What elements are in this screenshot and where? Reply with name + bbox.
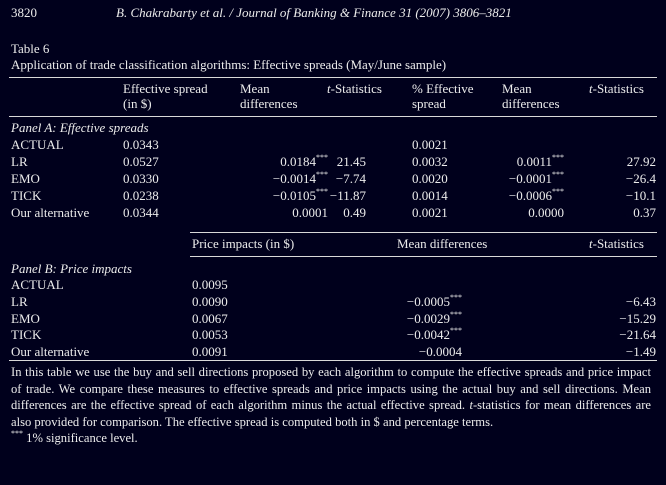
cell-pct-t-statistic: 27.92 <box>626 154 656 169</box>
cell-pct-effective-spread: 0.0032 <box>412 154 448 169</box>
row-label: ACTUAL <box>11 137 64 152</box>
cell-price-impact: 0.0091 <box>192 344 228 359</box>
cell-price-impact: 0.0095 <box>192 277 228 292</box>
table-label: Table 6 <box>11 41 50 56</box>
page-number: 3820 <box>11 5 37 20</box>
cell-mean-difference: −0.0014*** <box>272 169 328 186</box>
cell-mean-difference-value: 0.0001 <box>292 205 328 220</box>
cell-mean-difference: −0.0105*** <box>272 186 328 203</box>
row-label: Our alternative <box>11 205 90 220</box>
cell-mean-difference: 0.0184*** <box>280 152 328 169</box>
hdr-t-statistics-b: t-Statistics <box>589 236 644 251</box>
row-label: LR <box>11 154 28 169</box>
cell-pct-effective-spread: 0.0014 <box>412 188 448 203</box>
cell-pct-effective-spread: 0.0021 <box>412 205 448 220</box>
hdr-price-impacts: Price impacts (in $) <box>192 236 295 251</box>
cell-effective-spread: 0.0330 <box>123 171 159 186</box>
cell-pct-mean-difference-significance: *** <box>552 186 564 196</box>
panel-a-title: Panel A: Effective spreads <box>11 120 149 135</box>
cell-t-statistic: −7.74 <box>335 171 366 186</box>
cell-price-impact: 0.0067 <box>192 311 228 326</box>
cell-pct-mean-difference-significance: *** <box>552 169 564 179</box>
hdr-effective-spread: Effective spread <box>123 81 208 96</box>
cell-price-mean-difference: −0.0005*** <box>406 292 462 309</box>
hdr-spread: spread <box>412 96 446 111</box>
cell-mean-difference-significance: *** <box>316 186 328 196</box>
row-label: Our alternative <box>11 344 90 359</box>
cell-effective-spread: 0.0344 <box>123 205 159 220</box>
cell-t-statistic: 21.45 <box>336 154 366 169</box>
cell-pct-mean-difference-value: −0.0001 <box>508 171 552 186</box>
row-label: ACTUAL <box>11 277 64 292</box>
cell-price-mean-difference-value: −0.0005 <box>406 294 450 309</box>
cell-pct-mean-difference: −0.0006*** <box>508 186 564 203</box>
table-caption: Application of trade classification algo… <box>11 57 447 72</box>
cell-pct-mean-difference-value: 0.0011 <box>516 154 552 169</box>
hdr-differences: differences <box>240 96 298 111</box>
cell-pct-mean-difference: 0.0011*** <box>516 152 564 169</box>
hdr-differences-2: differences <box>502 96 560 111</box>
cell-price-mean-difference: −0.0004 <box>419 345 462 359</box>
running-citation: B. Chakrabarty et al. / Journal of Banki… <box>116 5 512 20</box>
cell-pct-mean-difference-significance: *** <box>552 152 564 162</box>
cell-pct-mean-difference: −0.0001*** <box>508 169 564 186</box>
cell-mean-difference-significance: *** <box>316 169 328 179</box>
row-label: TICK <box>11 327 42 342</box>
cell-price-t-statistic: −1.49 <box>625 344 656 359</box>
cell-mean-difference-value: −0.0105 <box>272 188 316 203</box>
panel-b-title: Panel B: Price impacts <box>11 261 132 276</box>
cell-price-mean-difference-value: −0.0042 <box>406 327 450 342</box>
cell-pct-effective-spread: 0.0020 <box>412 171 448 186</box>
cell-mean-difference-value: 0.0184 <box>280 154 316 169</box>
cell-mean-difference-significance: *** <box>316 152 328 162</box>
notes-paragraph-2: -statistics for mean differences are als… <box>11 398 652 429</box>
bottom-rule <box>9 360 657 361</box>
cell-price-mean-difference-value: −0.0029 <box>406 311 450 326</box>
table-notes: In this table we use the buy and sell di… <box>11 364 651 447</box>
cell-pct-t-statistic: −10.1 <box>625 188 656 203</box>
hdr-mean-2: Mean <box>502 81 532 96</box>
hdr-t-statistics: t-Statistics <box>327 81 382 96</box>
cell-t-statistic: −11.87 <box>329 188 366 203</box>
cell-effective-spread: 0.0527 <box>123 154 159 169</box>
cell-price-mean-difference: −0.0029*** <box>406 309 462 326</box>
cell-effective-spread: 0.0238 <box>123 188 159 203</box>
cell-mean-difference-value: −0.0014 <box>272 171 316 186</box>
cell-effective-spread: 0.0343 <box>123 137 159 152</box>
row-label: LR <box>11 294 28 309</box>
cell-price-t-statistic: −21.64 <box>619 327 656 342</box>
cell-price-mean-difference-value: −0.0004 <box>418 344 462 359</box>
hdr-t-statistics-2: t-Statistics <box>589 81 644 96</box>
cell-price-t-statistic: −15.29 <box>619 311 656 326</box>
cell-price-t-statistic: −6.43 <box>625 294 656 309</box>
cell-price-mean-difference-significance: *** <box>450 309 462 319</box>
row-label: TICK <box>11 188 42 203</box>
cell-pct-mean-difference: 0.0000 <box>528 206 564 220</box>
cell-pct-mean-difference-value: 0.0000 <box>528 205 564 220</box>
hdr-pct-effective: % Effective <box>412 81 474 96</box>
top-rule <box>9 77 657 78</box>
cell-pct-mean-difference-value: −0.0006 <box>508 188 552 203</box>
panel-b-top-rule <box>190 232 657 233</box>
cell-price-impact: 0.0090 <box>192 294 228 309</box>
cell-price-mean-difference-significance: *** <box>450 292 462 302</box>
notes-paragraph-1: In this table we use the buy and sell di… <box>11 365 651 413</box>
row-label: EMO <box>11 311 40 326</box>
significance-note: *** 1% significance level. <box>11 429 138 446</box>
panel-b-header-rule <box>190 256 657 257</box>
header-rule <box>9 116 657 117</box>
cell-price-impact: 0.0053 <box>192 327 228 342</box>
hdr-in-dollars: (in $) <box>123 96 152 111</box>
cell-price-mean-difference: −0.0042*** <box>406 325 462 342</box>
cell-t-statistic: 0.49 <box>343 205 366 220</box>
notes-t-italic: t <box>469 398 473 413</box>
cell-pct-t-statistic: 0.37 <box>633 205 656 220</box>
hdr-mean-differences-b: Mean differences <box>397 236 488 251</box>
row-label: EMO <box>11 171 40 186</box>
cell-mean-difference: 0.0001 <box>292 206 328 220</box>
hdr-mean: Mean <box>240 81 270 96</box>
cell-price-mean-difference-significance: *** <box>450 325 462 335</box>
cell-pct-effective-spread: 0.0021 <box>412 137 448 152</box>
cell-pct-t-statistic: −26.4 <box>625 171 656 186</box>
